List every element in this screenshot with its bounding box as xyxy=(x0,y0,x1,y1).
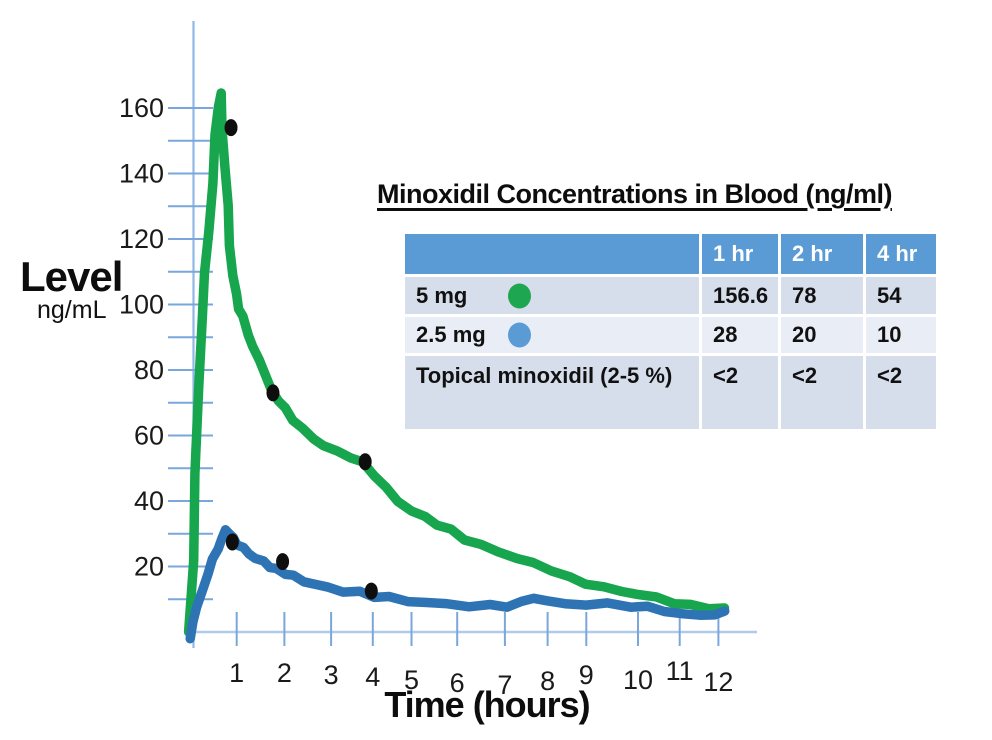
svg-text:7: 7 xyxy=(497,670,512,700)
row-label-text: 2.5 mg xyxy=(416,322,486,347)
table-cell: <2 xyxy=(781,356,863,429)
svg-text:60: 60 xyxy=(134,421,164,451)
table-cell: 20 xyxy=(781,317,863,353)
x-axis-ticks xyxy=(235,612,720,646)
table-cell: 54 xyxy=(866,277,936,314)
svg-text:80: 80 xyxy=(134,355,164,385)
y-tick-labels: 20 40 60 80 100 120 140 160 xyxy=(119,93,164,582)
sample-dots xyxy=(224,119,378,600)
y-axis-label-text: Level xyxy=(20,253,123,300)
y-axis-label: Level ng/mL xyxy=(20,253,123,324)
table-cell: 156.6 xyxy=(702,277,778,314)
svg-text:4: 4 xyxy=(365,662,380,692)
table-header-4hr: 4 hr xyxy=(866,234,936,274)
svg-text:3: 3 xyxy=(324,660,339,690)
svg-text:1: 1 xyxy=(229,658,244,688)
svg-text:100: 100 xyxy=(119,290,164,320)
green-series-swatch-icon xyxy=(508,283,531,308)
table-header-2hr: 2 hr xyxy=(781,234,863,274)
row-label-5mg: 5 mg xyxy=(405,277,699,314)
row-label-text: Topical minoxidil (2-5 %) xyxy=(416,363,673,388)
table-cell: 28 xyxy=(702,317,778,353)
svg-text:9: 9 xyxy=(579,660,594,690)
x-tick-labels: 1 2 3 4 5 6 7 8 9 10 11 12 xyxy=(229,656,733,700)
table-header-1hr: 1 hr xyxy=(702,234,778,274)
svg-text:160: 160 xyxy=(119,93,164,123)
svg-text:8: 8 xyxy=(540,666,555,696)
y-axis-units: ng/mL xyxy=(37,296,107,324)
table-cell: <2 xyxy=(702,356,778,429)
row-label-topical: Topical minoxidil (2-5 %) xyxy=(405,356,699,429)
chart-title: Minoxidil Concentrations in Blood (ng/ml… xyxy=(377,179,892,209)
svg-text:11: 11 xyxy=(666,656,694,686)
svg-text:20: 20 xyxy=(134,552,164,582)
table-cell: <2 xyxy=(866,356,936,429)
svg-text:12: 12 xyxy=(703,667,733,697)
data-table: 1 hr 2 hr 4 hr 5 mg 156.6 78 54 2.5 mg 2… xyxy=(405,234,939,429)
svg-text:120: 120 xyxy=(119,224,164,254)
svg-text:40: 40 xyxy=(134,486,164,516)
row-label-text: 5 mg xyxy=(416,282,468,308)
table-header-blank xyxy=(405,234,699,274)
svg-text:10: 10 xyxy=(623,665,653,695)
row-label-2-5mg: 2.5 mg xyxy=(405,317,699,353)
table-cell: 78 xyxy=(781,277,863,314)
blue-series-swatch-icon xyxy=(508,322,531,348)
x-axis-title: Time (hours) xyxy=(384,684,590,725)
svg-text:6: 6 xyxy=(450,668,465,698)
table-cell: 10 xyxy=(866,317,936,353)
svg-text:2: 2 xyxy=(277,658,292,688)
svg-text:5: 5 xyxy=(404,665,419,695)
series-lines xyxy=(183,88,730,644)
svg-text:140: 140 xyxy=(119,159,164,189)
